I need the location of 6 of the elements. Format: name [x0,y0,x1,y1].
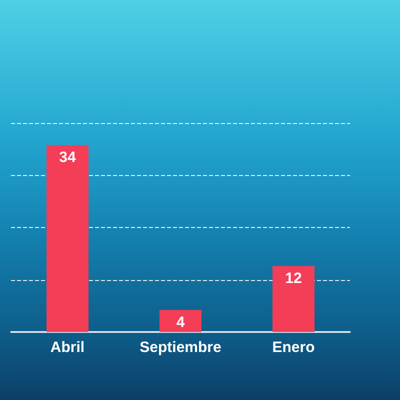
x-tick-label: Septiembre [140,339,222,356]
data-label: 4 [176,314,186,331]
x-tick-label: Enero [272,339,315,356]
data-label: 12 [285,270,302,287]
x-tick-label: Abril [50,339,85,356]
data-label: 34 [59,149,76,166]
